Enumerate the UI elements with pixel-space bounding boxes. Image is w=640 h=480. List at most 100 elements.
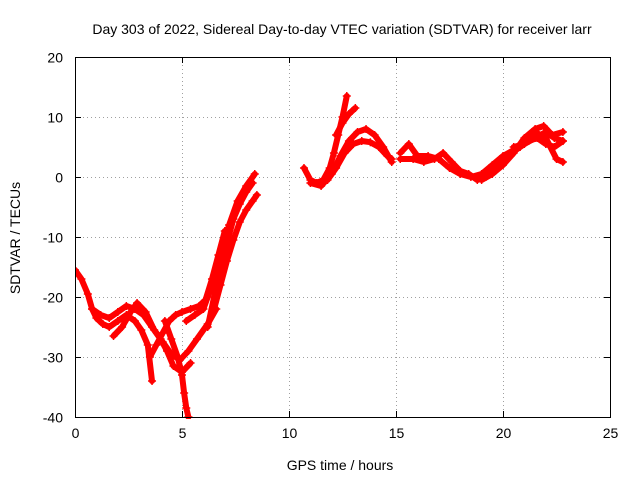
data-point xyxy=(541,140,550,148)
y-tick-label: -20 xyxy=(43,290,63,306)
data-point xyxy=(396,155,405,163)
data-point xyxy=(122,302,131,310)
data-point xyxy=(488,170,497,178)
data-point xyxy=(299,164,308,172)
y-tick-label: 10 xyxy=(47,110,63,126)
data-point xyxy=(404,140,413,148)
data-point xyxy=(344,110,353,118)
data-point xyxy=(539,122,548,130)
data-point xyxy=(344,137,353,145)
data-point xyxy=(98,320,107,328)
data-point xyxy=(351,104,360,112)
x-tick-label: 25 xyxy=(603,425,619,441)
data-point xyxy=(252,191,261,199)
data-point xyxy=(250,170,259,178)
series-line xyxy=(211,192,260,312)
data-point xyxy=(210,305,219,313)
data-point xyxy=(520,140,529,148)
data-point xyxy=(186,359,195,367)
data-point xyxy=(332,164,341,172)
data-point xyxy=(456,167,465,175)
data-point xyxy=(88,305,97,313)
data-point xyxy=(222,257,231,265)
data-point xyxy=(248,179,257,187)
data-point xyxy=(242,206,251,214)
series-line xyxy=(316,138,395,186)
series-track-9 xyxy=(299,92,351,187)
x-axis-label: GPS time / hours xyxy=(287,457,394,473)
data-point xyxy=(550,143,559,151)
data-point xyxy=(477,176,486,184)
data-point xyxy=(362,125,371,133)
data-point xyxy=(329,149,338,157)
data-point xyxy=(169,362,178,370)
data-point xyxy=(464,170,473,178)
x-tick-label: 20 xyxy=(496,425,512,441)
data-point xyxy=(439,149,448,157)
data-point xyxy=(126,308,135,316)
data-point xyxy=(314,179,323,187)
data-point xyxy=(173,353,182,361)
data-point xyxy=(160,317,169,325)
data-point xyxy=(242,188,251,196)
data-point xyxy=(235,200,244,208)
data-point xyxy=(184,347,193,355)
data-point xyxy=(353,128,362,136)
data-point xyxy=(306,179,315,187)
data-point xyxy=(445,164,454,172)
data-point xyxy=(558,158,567,166)
data-point xyxy=(541,128,550,136)
data-point xyxy=(370,131,379,139)
data-point xyxy=(340,149,349,157)
data-point xyxy=(118,323,127,331)
data-point xyxy=(182,404,191,412)
data-point xyxy=(332,131,341,139)
data-point xyxy=(229,236,238,244)
data-point xyxy=(374,143,383,151)
data-point xyxy=(133,299,142,307)
data-point xyxy=(145,353,154,361)
data-point xyxy=(141,308,150,316)
data-point xyxy=(190,311,199,319)
data-point xyxy=(409,155,418,163)
data-point xyxy=(323,176,332,184)
data-point xyxy=(509,143,518,151)
series-track-16 xyxy=(509,128,567,151)
axis-ticks: 0 5 10 15 20 25 -40 -30 -20 -10 0 10 20 xyxy=(43,50,619,442)
data-point xyxy=(178,371,186,379)
data-point xyxy=(558,128,567,136)
series-line xyxy=(333,105,359,138)
data-point xyxy=(143,341,152,349)
data-point xyxy=(419,158,428,166)
data-point xyxy=(109,332,118,340)
y-axis-label: SDTVAR / TECUs xyxy=(7,182,23,294)
series-line xyxy=(301,93,350,186)
data-point xyxy=(199,305,208,313)
series-track-11 xyxy=(314,137,396,187)
data-point xyxy=(182,317,191,325)
data-series xyxy=(75,92,567,419)
data-point xyxy=(75,266,79,274)
x-tick-label: 5 xyxy=(179,425,187,441)
data-point xyxy=(366,138,375,147)
x-tick-label: 0 xyxy=(72,425,80,441)
chart-title: Day 303 of 2022, Sidereal Day-to-day VTE… xyxy=(92,21,592,37)
data-point xyxy=(148,377,157,385)
data-point xyxy=(105,314,114,322)
data-point xyxy=(178,308,186,316)
data-point xyxy=(186,305,195,313)
data-point xyxy=(113,308,122,316)
data-point xyxy=(248,197,257,205)
y-tick-label: 20 xyxy=(47,50,63,66)
data-point xyxy=(152,341,161,349)
data-point xyxy=(137,326,146,334)
data-point xyxy=(192,335,201,343)
y-tick-label: -40 xyxy=(43,410,63,426)
data-point xyxy=(342,92,351,100)
data-point xyxy=(150,326,159,334)
series-line xyxy=(75,267,155,384)
data-point xyxy=(216,281,225,289)
data-point xyxy=(357,137,366,145)
data-point xyxy=(113,317,122,325)
data-point xyxy=(383,152,392,160)
